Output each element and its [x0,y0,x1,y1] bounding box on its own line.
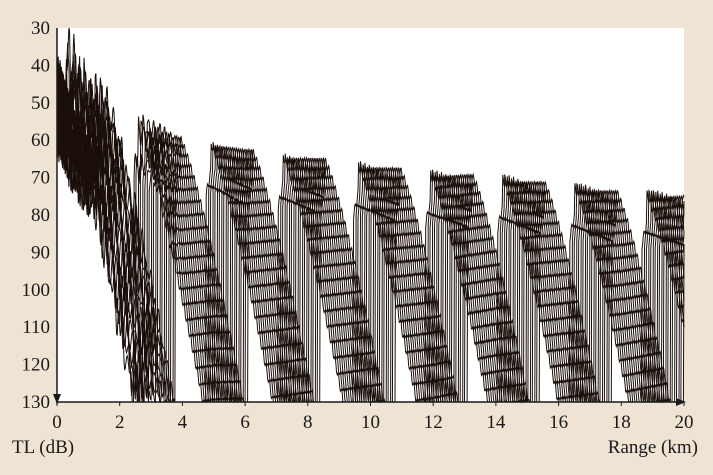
y-tick-label: 80 [31,205,50,226]
y-axis-title: TL (dB) [12,437,74,458]
x-tick-label: 10 [361,412,380,433]
x-axis-arrow-icon [676,398,686,406]
x-tick-label: 6 [240,412,250,433]
x-tick-label: 18 [612,412,631,433]
x-tick-label: 8 [303,412,313,433]
y-tick-label: 120 [22,355,51,376]
y-tick-label: 30 [31,18,50,39]
y-tick-label: 100 [22,280,51,301]
x-tick-label: 20 [675,412,694,433]
x-tick-label: 4 [178,412,188,433]
x-tick-label: 0 [52,412,62,433]
x-tick-label: 2 [115,412,125,433]
y-tick-label: 130 [22,392,51,413]
x-tick-label: 14 [486,412,506,433]
y-tick-label: 50 [31,93,50,114]
x-axis-title: Range (km) [608,437,698,458]
y-tick-label: 70 [31,168,50,189]
y-tick-label: 40 [31,55,50,76]
y-tick-label: 60 [31,130,50,151]
y-tick-label: 90 [31,242,50,263]
y-axis-arrow-icon [53,394,61,404]
series-line [56,75,685,404]
y-tick-label: 110 [22,317,50,338]
series-line [56,73,685,404]
x-tick-label: 16 [549,412,568,433]
series-line [56,33,685,404]
series-line [56,61,685,403]
x-tick-label: 12 [424,412,443,433]
series-line [56,55,685,403]
